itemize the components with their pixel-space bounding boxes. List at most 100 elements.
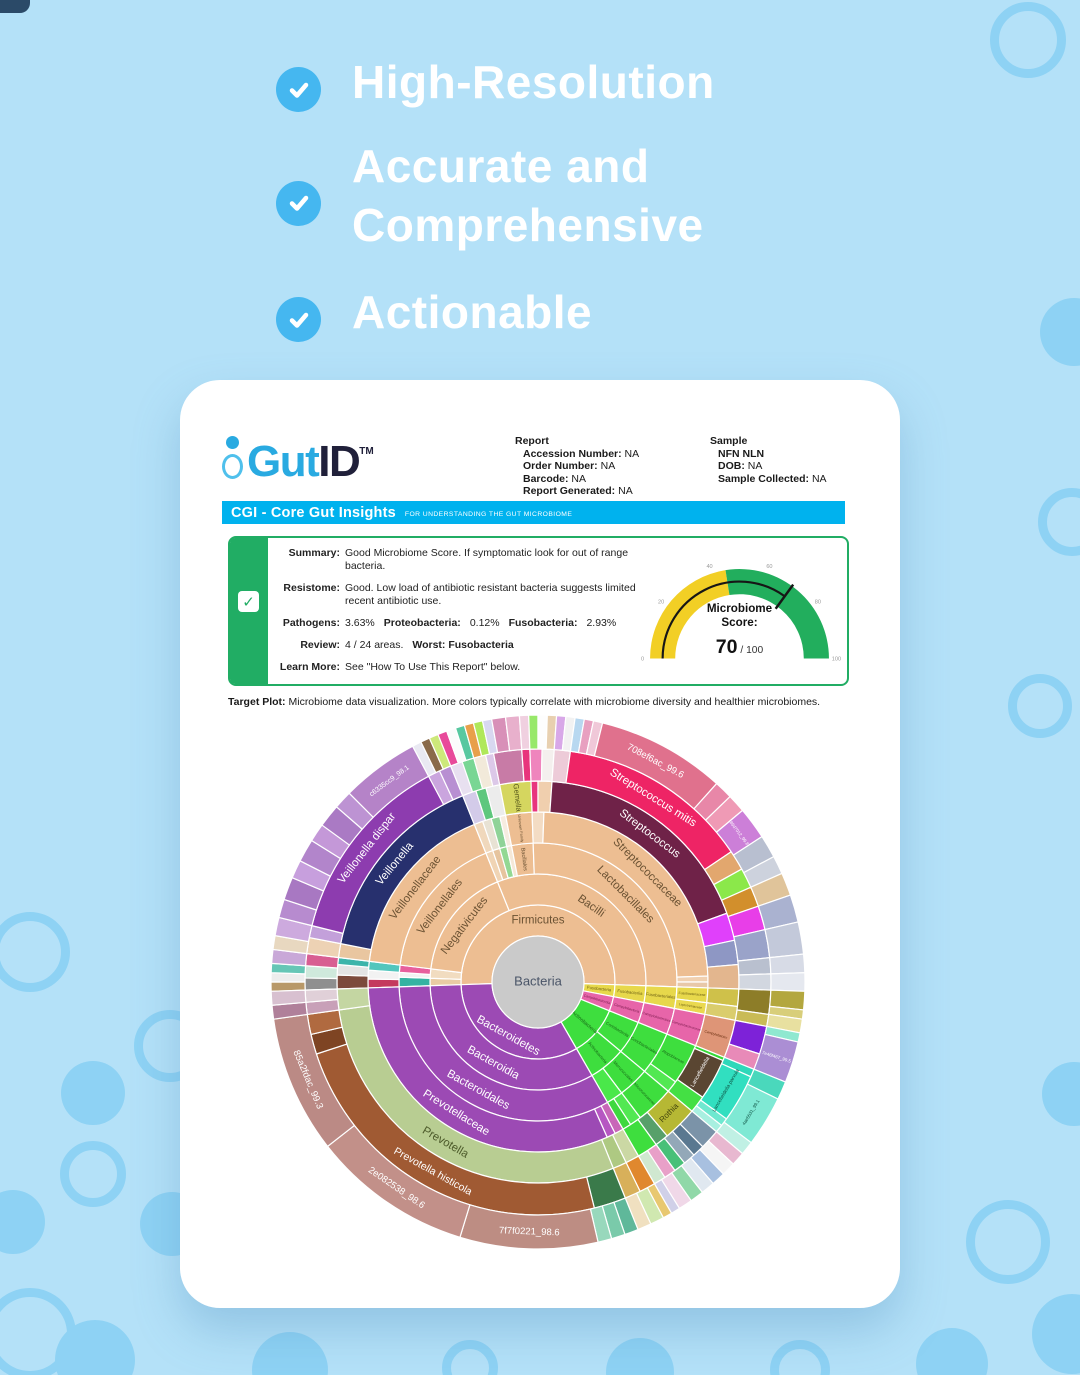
- logo-dot-icon: [226, 436, 239, 449]
- summary-row-label: Review:: [300, 639, 340, 651]
- decor-ring: [1008, 674, 1072, 738]
- sample-meta: Sample NFN NLN DOB: NA Sample Collected: N…: [710, 435, 827, 485]
- gauge-text: Microbiome: [707, 602, 773, 615]
- decor-ring: [966, 1200, 1050, 1284]
- report-card: GutIDTM Report Accession Number: NA Order…: [180, 380, 900, 1308]
- sunburst-label: Bacillales: [519, 847, 528, 871]
- report-meta-fields: Accession Number: NA Order Number: NA Barc…: [515, 448, 639, 498]
- summary-row-value: See "How To Use This Report" below.: [345, 661, 521, 673]
- sunburst-segment: [304, 977, 338, 991]
- summary-row: Learn More: See "How To Use This Report"…: [274, 661, 654, 674]
- feature-bullet-1: High-Resolution: [276, 56, 715, 112]
- trademark: TM: [359, 446, 374, 457]
- decor-ring: [0, 912, 70, 992]
- meta-field: Sample Collected: NA: [718, 472, 827, 485]
- sunburst-center: [491, 935, 585, 1029]
- check-circle-icon: [276, 67, 321, 112]
- sunburst-segment: [531, 811, 545, 844]
- sunburst-label: Unknown Family: [517, 814, 524, 842]
- target-plot-caption: Target Plot: Microbiome data visualizati…: [228, 696, 820, 708]
- sunburst-segment: [270, 989, 307, 1006]
- sunburst-center-label: Bacteria: [514, 973, 562, 988]
- decor-circle: [252, 1332, 328, 1375]
- meta-field: Report Generated: NA: [523, 485, 633, 497]
- sunburst-label: Campylobacter: [704, 1029, 729, 1040]
- summary-row-value: Good Microbiome Score. If symptomatic lo…: [345, 547, 629, 572]
- sunburst-segment: [676, 975, 709, 983]
- feature-bullet-label: Actionable: [352, 286, 593, 338]
- summary-status-strip: ✓: [230, 538, 268, 684]
- gutid-logo: GutIDTM: [222, 430, 374, 484]
- feature-bullet-label: Accurate and Comprehensive: [352, 140, 704, 251]
- sunburst-label: Fusobacteriia: [617, 988, 643, 996]
- sunburst-segment: [529, 748, 543, 782]
- decor-circle: [1042, 1062, 1080, 1126]
- sunburst-label: Campilobacterota: [583, 994, 610, 1006]
- section-subtitle: FOR UNDERSTANDING THE GUT MICROBIOME: [404, 510, 573, 518]
- gauge-tick-label: 60: [766, 564, 772, 570]
- target-plot-label: Target Plot:: [228, 696, 286, 708]
- corner-accent: [0, 0, 30, 13]
- gauge-tick-label: 80: [815, 599, 821, 605]
- summary-row-label: Summary:: [288, 547, 340, 559]
- logo-wordmark: GutIDTM: [247, 437, 374, 486]
- sunburst-segment: [738, 973, 772, 991]
- feature-bullet-2: Accurate and Comprehensive: [276, 140, 704, 255]
- summary-row: Summary: Good Microbiome Score. If sympt…: [274, 547, 654, 573]
- sample-meta-fields: NFN NLN DOB: NA Sample Collected: NA: [710, 448, 827, 486]
- decor-circle: [916, 1328, 988, 1375]
- gauge-tick-label: 20: [658, 599, 664, 605]
- sunburst-segment: [706, 963, 740, 990]
- sunburst-label: Firmicutes: [511, 915, 564, 927]
- sunburst-segment: [336, 974, 369, 990]
- sunburst-svg: FirmicutesFusobacteriaCampilobacterotaAc…: [270, 714, 806, 1250]
- summary-row: Review: 4 / 24 areas. Worst: Fusobacteria: [274, 639, 654, 652]
- gauge-score-value: 70 / 100: [716, 636, 764, 658]
- meta-field: NFN NLN: [718, 447, 765, 460]
- check-circle-icon: [276, 180, 321, 226]
- sunburst-label: Campylobacteria: [614, 1003, 640, 1014]
- gauge-tick-label: 40: [706, 564, 712, 570]
- report-meta: Report Accession Number: NA Order Number:…: [515, 435, 639, 498]
- sunburst-segment: [769, 953, 806, 975]
- sunburst-label: Fusobacteria: [587, 985, 612, 993]
- decor-circle: [1040, 298, 1080, 366]
- sunburst-segment: [528, 714, 539, 750]
- decor-circle: [0, 1190, 45, 1254]
- gauge-needle-tick: [774, 583, 795, 610]
- summary-row-value: Good. Low load of antibiotic resistant b…: [345, 582, 636, 607]
- microbiome-score-gauge: 0 20 40 60 80 100 Microbiome Score: 70 / 100: [637, 548, 842, 673]
- section-title: CGI - Core Gut Insights: [231, 504, 396, 521]
- sunburst-segment: [304, 988, 339, 1003]
- decor-ring: [990, 2, 1066, 78]
- feature-bullet-3: Actionable: [276, 286, 592, 342]
- summary-row: Pathogens: 3.63% Proteobacteria: 0.12% Fuso…: [274, 617, 654, 630]
- meta-field: DOB: NA: [718, 460, 763, 472]
- decor-circle: [1032, 1294, 1080, 1374]
- logo-ring-icon: [222, 454, 243, 479]
- summary-rows: Summary: Good Microbiome Score. If sympt…: [274, 547, 654, 683]
- decor-ring: [770, 1340, 830, 1375]
- summary-checkbox[interactable]: ✓: [238, 591, 259, 612]
- gauge-text: Score:: [721, 616, 757, 629]
- sample-meta-title: Sample: [710, 435, 748, 447]
- report-meta-title: Report: [515, 435, 549, 447]
- gutid-logo-icon: [222, 436, 243, 479]
- gauge-needle-arc: [661, 580, 786, 659]
- decor-ring: [442, 1340, 498, 1375]
- gauge-band: [725, 569, 829, 659]
- sunburst-segment: [530, 780, 539, 813]
- summary-row: Resistome: Good. Low load of antibiotic …: [274, 582, 654, 608]
- summary-row-value: 3.63% Proteobacteria: 0.12% Fusobacteria: 2.…: [345, 617, 617, 629]
- gauge-tick-label: 100: [832, 656, 841, 662]
- gauge-band: [650, 570, 730, 659]
- sunburst-label: Gemella: [511, 783, 523, 813]
- summary-row-label: Resistome:: [283, 582, 340, 594]
- check-circle-icon: [276, 297, 321, 342]
- gauge-tick-label: 0: [641, 656, 644, 662]
- meta-field: Order Number: NA: [523, 460, 616, 472]
- decor-circle: [61, 1061, 125, 1125]
- sunburst-segment: [492, 748, 525, 786]
- decor-ring: [60, 1141, 126, 1207]
